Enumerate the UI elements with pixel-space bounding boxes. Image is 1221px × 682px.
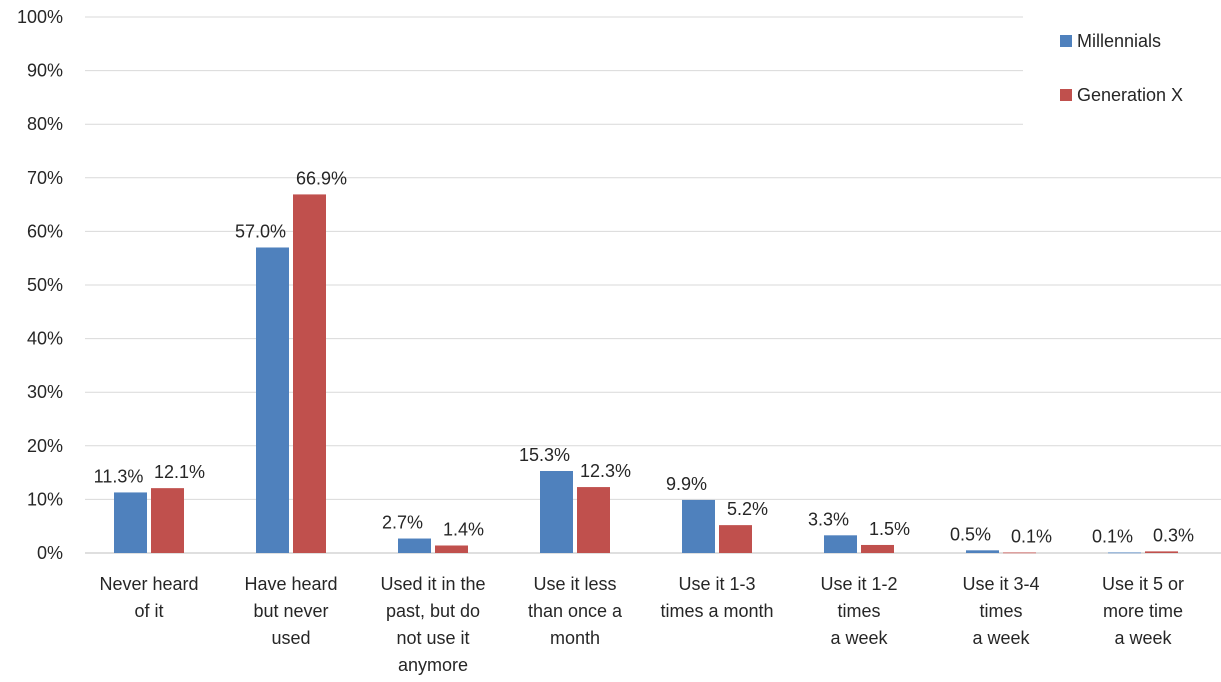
- legend-swatch: [1060, 35, 1072, 47]
- bar-generation-x-4: [719, 525, 752, 553]
- y-tick-label: 0%: [37, 543, 63, 563]
- bar-generation-x-3: [577, 487, 610, 553]
- bar-millennials-5: [824, 535, 857, 553]
- bar-millennials-0: [114, 492, 147, 553]
- category-label: Never heard of it: [99, 574, 198, 621]
- category-label: Use it 3-4 times a week: [962, 574, 1039, 648]
- data-label-millennials-5: 3.3%: [808, 509, 849, 529]
- data-label-generation-x-0: 12.1%: [154, 462, 205, 482]
- y-tick-label: 80%: [27, 114, 63, 134]
- data-label-generation-x-2: 1.4%: [443, 519, 484, 539]
- category-label-line: Never heard: [99, 574, 198, 594]
- x-axis-categories: Never heard of it Have heard but never used U…: [99, 574, 1184, 675]
- data-labels: 11.3% 12.1% 57.0% 66.9% 2.7% 1.4% 15.3% 12.3% 9.…: [94, 168, 1194, 546]
- bar-millennials-6: [966, 550, 999, 553]
- data-label-generation-x-7: 0.3%: [1153, 525, 1194, 545]
- data-label-generation-x-6: 0.1%: [1011, 526, 1052, 546]
- category-label-line: past, but do: [386, 601, 480, 621]
- data-label-millennials-1: 57.0%: [235, 221, 286, 241]
- category-label: Used it in the past, but do not use it anym…: [380, 574, 485, 675]
- category-label-line: of it: [134, 601, 163, 621]
- category-label: Have heard but never used: [244, 574, 337, 648]
- bar-millennials-2: [398, 538, 431, 553]
- category-label-line: Use it 5 or: [1102, 574, 1184, 594]
- category-label-line: times: [979, 601, 1022, 621]
- category-label-line: a week: [972, 628, 1030, 648]
- bar-millennials-7: [1108, 552, 1141, 554]
- data-label-generation-x-3: 12.3%: [580, 461, 631, 481]
- category-label: Use it 5 or more time a week: [1102, 574, 1184, 648]
- category-label: Use it less than once a month: [528, 574, 623, 648]
- data-label-millennials-3: 15.3%: [519, 445, 570, 465]
- category-label-line: month: [550, 628, 600, 648]
- category-label-line: a week: [1114, 628, 1172, 648]
- bar-generation-x-6: [1003, 552, 1036, 554]
- category-label-line: anymore: [398, 655, 468, 675]
- y-tick-label: 40%: [27, 329, 63, 349]
- category-label-line: Use it 1-3: [678, 574, 755, 594]
- data-label-generation-x-4: 5.2%: [727, 499, 768, 519]
- bar-generation-x-0: [151, 488, 184, 553]
- y-tick-label: 20%: [27, 436, 63, 456]
- category-label-line: used: [271, 628, 310, 648]
- bar-millennials-1: [256, 247, 289, 554]
- category-label-line: but never: [253, 601, 328, 621]
- data-label-millennials-4: 9.9%: [666, 474, 707, 494]
- category-label-line: times a month: [660, 601, 773, 621]
- data-label-millennials-7: 0.1%: [1092, 526, 1133, 546]
- category-label-line: not use it: [396, 628, 469, 648]
- bar-generation-x-7: [1145, 551, 1178, 553]
- data-label-millennials-2: 2.7%: [382, 513, 423, 533]
- data-label-generation-x-5: 1.5%: [869, 519, 910, 539]
- y-axis-ticks: 0% 10% 20% 30% 40% 50% 60% 70% 80% 90% 100%: [17, 7, 63, 563]
- category-label-line: than once a: [528, 601, 623, 621]
- category-label: Use it 1-3 times a month: [660, 574, 773, 621]
- category-label-line: Use it 1-2: [820, 574, 897, 594]
- category-label-line: more time: [1103, 601, 1183, 621]
- y-tick-label: 70%: [27, 168, 63, 188]
- y-tick-label: 10%: [27, 489, 63, 509]
- bar-generation-x-1: [293, 194, 326, 553]
- y-tick-label: 50%: [27, 275, 63, 295]
- y-tick-label: 60%: [27, 221, 63, 241]
- y-tick-label: 100%: [17, 7, 63, 27]
- bar-millennials-4: [682, 499, 715, 553]
- y-tick-label: 30%: [27, 382, 63, 402]
- category-label-line: times: [837, 601, 880, 621]
- legend-box: [1023, 8, 1221, 125]
- y-tick-label: 90%: [27, 61, 63, 81]
- category-label-line: a week: [830, 628, 888, 648]
- bar-generation-x-5: [861, 544, 894, 553]
- data-label-millennials-0: 11.3%: [94, 466, 144, 486]
- legend-label: Millennials: [1077, 31, 1161, 51]
- legend: Millennials Generation X: [1023, 8, 1221, 125]
- bars: [114, 194, 1178, 554]
- category-label-line: Use it less: [533, 574, 616, 594]
- category-label: Use it 1-2 times a week: [820, 574, 897, 648]
- category-label-line: Use it 3-4: [962, 574, 1039, 594]
- bar-generation-x-2: [435, 545, 468, 553]
- legend-swatch: [1060, 89, 1072, 101]
- bar-millennials-3: [540, 470, 573, 553]
- data-label-millennials-6: 0.5%: [950, 524, 991, 544]
- legend-label: Generation X: [1077, 85, 1183, 105]
- category-label-line: Have heard: [244, 574, 337, 594]
- category-label-line: Used it in the: [380, 574, 485, 594]
- data-label-generation-x-1: 66.9%: [296, 168, 347, 188]
